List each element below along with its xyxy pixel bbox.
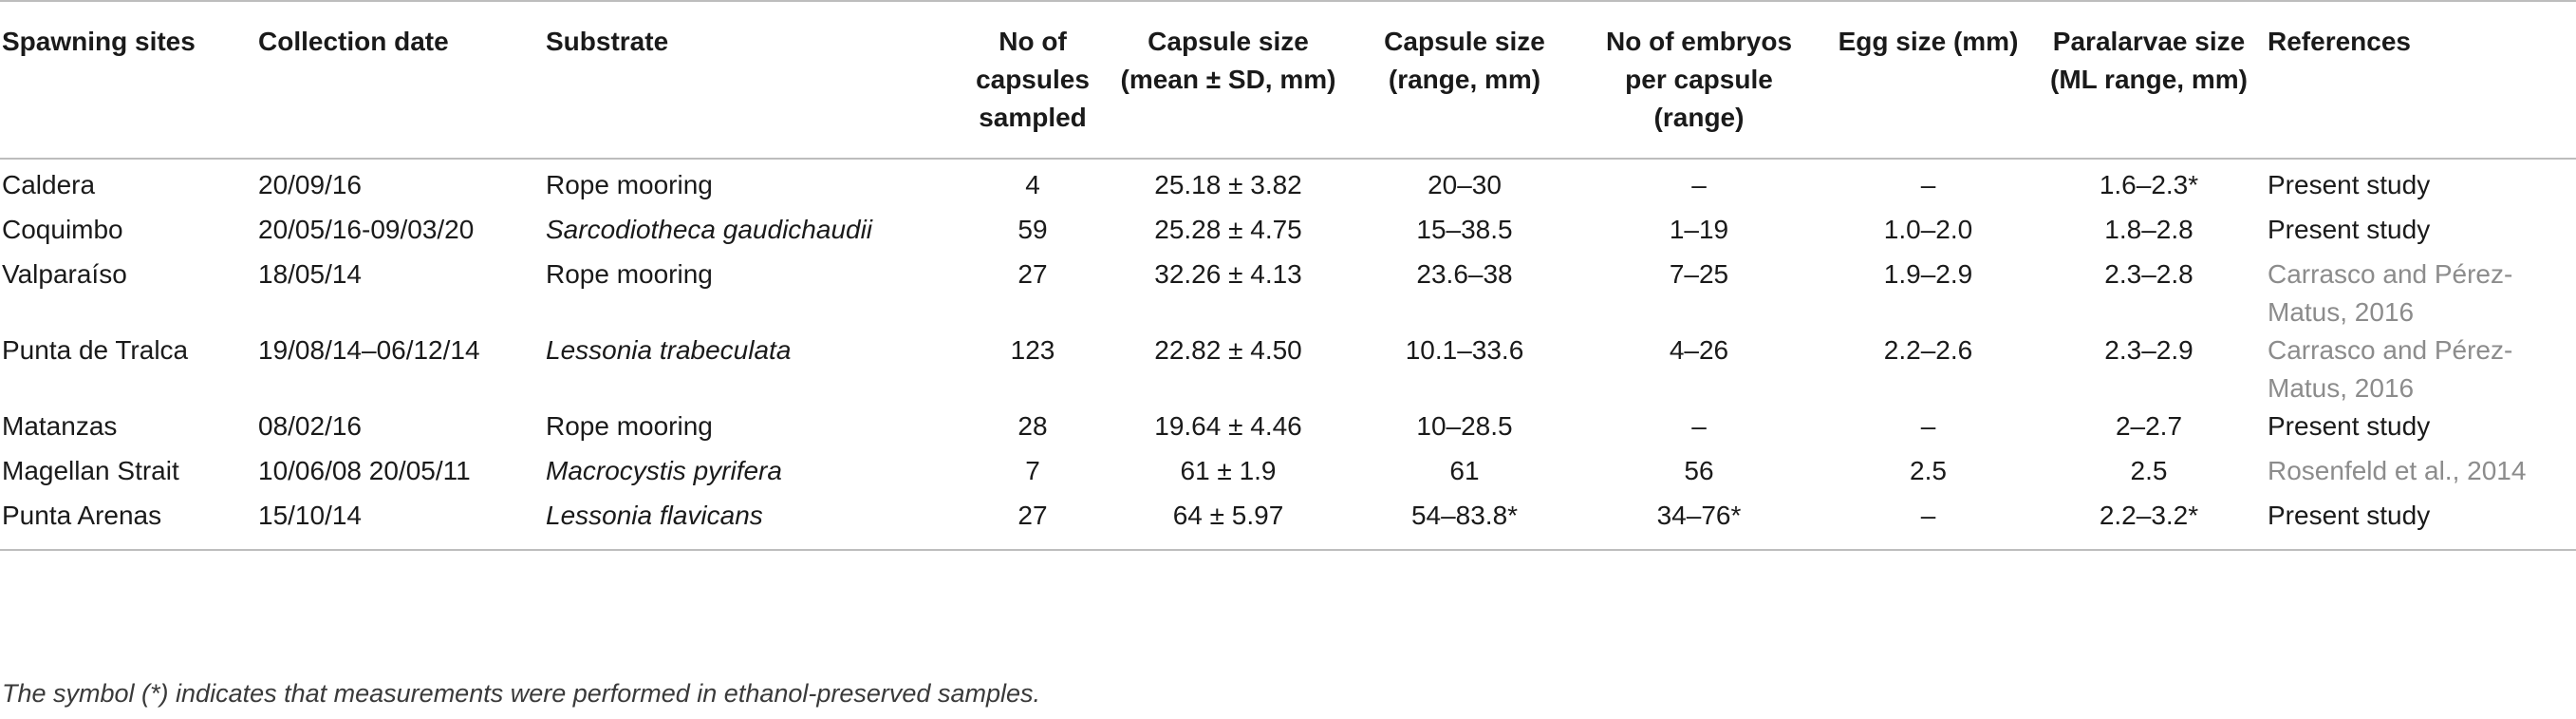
cell-cap-mean: 61 ± 1.9 xyxy=(1180,456,1277,485)
cell-references: Rosenfeld et al., 2014 xyxy=(2268,456,2527,485)
cell-n-capsules: 59 xyxy=(1017,215,1048,244)
table-row: Coquimbo 20/05/16-09/03/20 Sarcodiotheca g… xyxy=(0,211,2576,255)
column-header-site: Spawning sites xyxy=(2,27,196,56)
cell-references: Present study xyxy=(2268,501,2431,530)
cell-egg: 2.2–2.6 xyxy=(1883,335,1973,365)
cell-egg: 2.5 xyxy=(1910,456,1947,485)
cell-cap-mean: 25.18 ± 3.82 xyxy=(1154,170,1302,199)
table-body: Caldera 20/09/16 Rope mooring 4 25.18 ± 3.82… xyxy=(0,159,2576,550)
cell-paralarvae: 2.2–3.2* xyxy=(2099,501,2199,530)
cell-n-capsules: 27 xyxy=(1017,501,1048,530)
table-row: Valparaíso 18/05/14 Rope mooring 27 32.26 ± … xyxy=(0,255,2576,331)
cell-substrate: Lessonia flavicans xyxy=(546,501,763,530)
table-row: Punta Arenas 15/10/14 Lessonia flavicans 27… xyxy=(0,497,2576,550)
cell-embryos: – xyxy=(1691,411,1707,441)
cell-site: Caldera xyxy=(2,170,96,199)
cell-references: Present study xyxy=(2268,170,2431,199)
cell-date: 20/09/16 xyxy=(258,170,362,199)
cell-egg: 1.9–2.9 xyxy=(1883,259,1973,289)
cell-egg: – xyxy=(1920,170,1936,199)
cell-n-capsules: 4 xyxy=(1025,170,1040,199)
cell-cap-range: 10.1–33.6 xyxy=(1405,335,1524,365)
cell-site: Coquimbo xyxy=(2,215,123,244)
cell-cap-range: 61 xyxy=(1449,456,1480,485)
cell-substrate: Lessonia trabeculata xyxy=(546,335,792,365)
cell-substrate: Rope mooring xyxy=(546,411,713,441)
cell-site: Valparaíso xyxy=(2,259,127,289)
cell-references: Present study xyxy=(2268,215,2431,244)
cell-references: Present study xyxy=(2268,411,2431,441)
column-header-cap-range: Capsule size (range, mm) xyxy=(1384,27,1545,94)
cell-substrate: Sarcodiotheca gaudichaudii xyxy=(546,215,873,244)
cell-date: 20/05/16-09/03/20 xyxy=(258,215,475,244)
cell-cap-mean: 25.28 ± 4.75 xyxy=(1154,215,1302,244)
column-header-paralarvae: Paralarvae size (ML range, mm) xyxy=(2050,27,2248,94)
cell-paralarvae: 2.5 xyxy=(2130,456,2168,485)
cell-embryos: 34–76* xyxy=(1656,501,1742,530)
cell-n-capsules: 123 xyxy=(1010,335,1055,365)
cell-embryos: 4–26 xyxy=(1669,335,1729,365)
cell-egg: – xyxy=(1920,501,1936,530)
cell-date: 19/08/14–06/12/14 xyxy=(258,335,480,365)
spawning-sites-table: Spawning sites Collection date Substrate No… xyxy=(0,1,2576,550)
table-header: Spawning sites Collection date Substrate No… xyxy=(0,1,2576,159)
cell-date: 10/06/08 20/05/11 xyxy=(258,456,471,485)
table-row: Magellan Strait 10/06/08 20/05/11 Macrocys… xyxy=(0,452,2576,497)
column-header-date: Collection date xyxy=(258,27,449,56)
table-row: Matanzas 08/02/16 Rope mooring 28 19.64 ± 4.… xyxy=(0,407,2576,452)
table-footnote: The symbol (*) indicates that measuremen… xyxy=(2,679,1040,708)
column-header-n-capsules: No of capsules sampled xyxy=(976,27,1090,132)
column-header-embryos: No of embryos per capsule (range) xyxy=(1605,27,1793,132)
cell-site: Punta de Tralca xyxy=(2,335,189,365)
cell-references: Carrasco and Pérez-Matus, 2016 xyxy=(2268,335,2513,403)
cell-cap-mean: 64 ± 5.97 xyxy=(1172,501,1284,530)
cell-cap-range: 15–38.5 xyxy=(1416,215,1513,244)
cell-site: Punta Arenas xyxy=(2,501,162,530)
data-table-wrapper: Spawning sites Collection date Substrate No… xyxy=(0,1,2576,550)
cell-egg: – xyxy=(1920,411,1936,441)
header-row: Spawning sites Collection date Substrate No… xyxy=(0,1,2576,159)
cell-substrate: Rope mooring xyxy=(546,259,713,289)
cell-embryos: 56 xyxy=(1684,456,1714,485)
cell-embryos: 7–25 xyxy=(1669,259,1729,289)
column-header-substrate: Substrate xyxy=(546,27,669,56)
cell-references: Carrasco and Pérez-Matus, 2016 xyxy=(2268,259,2513,327)
cell-cap-mean: 32.26 ± 4.13 xyxy=(1154,259,1302,289)
cell-cap-mean: 22.82 ± 4.50 xyxy=(1154,335,1302,365)
cell-cap-mean: 19.64 ± 4.46 xyxy=(1154,411,1302,441)
cell-site: Magellan Strait xyxy=(2,456,179,485)
cell-site: Matanzas xyxy=(2,411,118,441)
cell-n-capsules: 28 xyxy=(1017,411,1048,441)
cell-paralarvae: 2.3–2.8 xyxy=(2104,259,2193,289)
cell-substrate: Macrocystis pyrifera xyxy=(546,456,782,485)
cell-cap-range: 10–28.5 xyxy=(1416,411,1513,441)
cell-paralarvae: 1.8–2.8 xyxy=(2104,215,2193,244)
cell-n-capsules: 27 xyxy=(1017,259,1048,289)
cell-paralarvae: 2–2.7 xyxy=(2115,411,2183,441)
cell-cap-range: 20–30 xyxy=(1428,170,1502,199)
column-header-references: References xyxy=(2268,27,2411,56)
table-row: Punta de Tralca 19/08/14–06/12/14 Lessonia… xyxy=(0,331,2576,407)
cell-cap-range: 23.6–38 xyxy=(1416,259,1513,289)
column-header-egg: Egg size (mm) xyxy=(1838,27,2019,56)
column-header-cap-mean: Capsule size (mean ± SD, mm) xyxy=(1120,27,1336,94)
cell-embryos: 1–19 xyxy=(1669,215,1729,244)
cell-substrate: Rope mooring xyxy=(546,170,713,199)
cell-paralarvae: 1.6–2.3* xyxy=(2099,170,2199,199)
cell-date: 15/10/14 xyxy=(258,501,362,530)
cell-embryos: – xyxy=(1691,170,1707,199)
cell-n-capsules: 7 xyxy=(1025,456,1040,485)
cell-date: 18/05/14 xyxy=(258,259,362,289)
cell-egg: 1.0–2.0 xyxy=(1883,215,1973,244)
cell-paralarvae: 2.3–2.9 xyxy=(2104,335,2193,365)
cell-date: 08/02/16 xyxy=(258,411,362,441)
table-row: Caldera 20/09/16 Rope mooring 4 25.18 ± 3.82… xyxy=(0,159,2576,211)
cell-cap-range: 54–83.8* xyxy=(1410,501,1519,530)
